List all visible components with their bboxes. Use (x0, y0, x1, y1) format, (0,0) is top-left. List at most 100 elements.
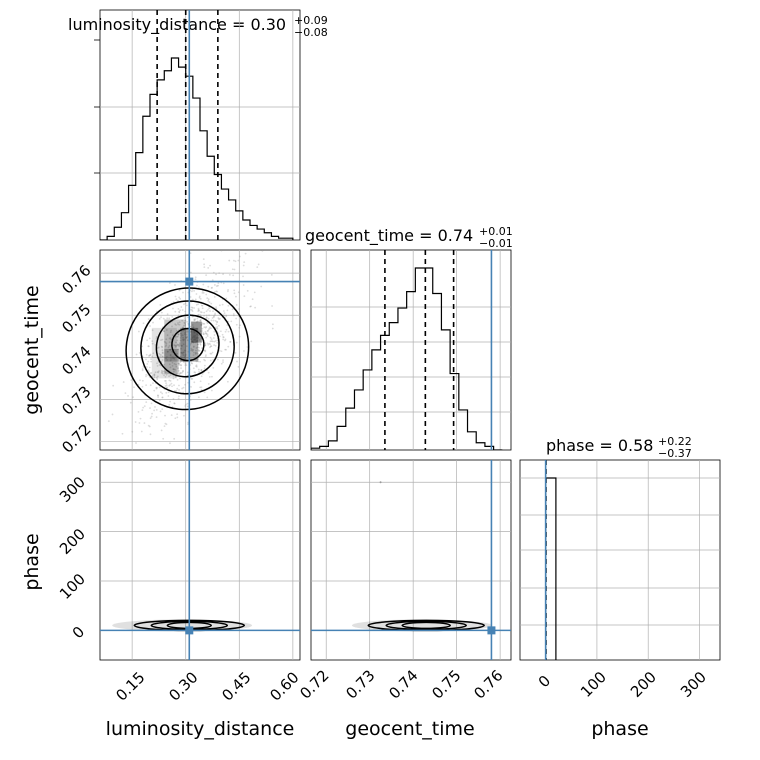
sample-point (195, 360, 198, 363)
sample-point (231, 308, 234, 311)
sample-point (147, 345, 150, 348)
sample-point (162, 355, 164, 358)
sample-point (148, 354, 151, 357)
sample-point (170, 382, 173, 385)
sample-point (211, 375, 213, 378)
sample-point (171, 315, 174, 318)
sample-point (193, 336, 196, 339)
sample-point (237, 291, 240, 294)
sample-point (198, 350, 200, 353)
sample-point (197, 310, 200, 313)
sample-point (212, 271, 215, 274)
sample-point (166, 317, 169, 320)
sample-point (195, 337, 198, 340)
sample-point (178, 395, 180, 398)
sample-point (162, 317, 165, 320)
sample-point (149, 353, 152, 356)
sample-point (211, 351, 214, 354)
sample-point (182, 338, 184, 341)
sample-point (160, 339, 162, 342)
sample-point (160, 316, 162, 319)
sample-point (208, 301, 211, 304)
sample-point (236, 360, 238, 363)
sample-point (227, 330, 230, 333)
sample-point (192, 335, 195, 338)
sample-point (187, 371, 189, 374)
sample-point (151, 340, 154, 343)
sample-point (168, 317, 171, 320)
sample-point (158, 352, 161, 355)
sample-point (186, 402, 189, 405)
sample-point (207, 285, 210, 288)
sample-point (183, 338, 186, 341)
sample-point (215, 306, 217, 309)
sample-point (197, 286, 200, 289)
sample-point (177, 348, 179, 351)
sample-point (151, 355, 154, 358)
sample-point (155, 336, 158, 338)
sample-point (177, 314, 180, 317)
sample-point (166, 387, 168, 389)
ytick-label: 0.72 (58, 420, 94, 456)
sample-point (204, 359, 206, 362)
sample-point (183, 303, 185, 306)
sample-point (179, 356, 182, 359)
sample-point (147, 345, 150, 348)
sample-point (235, 304, 238, 306)
sample-point (191, 336, 194, 339)
sample-point (141, 379, 144, 382)
sample-point (197, 353, 200, 355)
sample-point (213, 334, 216, 336)
sample-point (197, 337, 200, 339)
sample-point (208, 375, 211, 378)
sample-point (238, 308, 240, 310)
geocent_time-title-sub: −0.01 (479, 237, 513, 250)
xtick-label: 300 (677, 668, 710, 701)
sample-point (206, 297, 209, 300)
sample-point (203, 263, 206, 266)
sample-point (191, 309, 193, 311)
sample-point (164, 379, 166, 382)
sample-point (226, 380, 229, 383)
sample-point (169, 442, 171, 445)
sample-point (222, 314, 225, 317)
sample-point (161, 349, 164, 352)
sample-point (197, 303, 200, 306)
sample-point (235, 295, 237, 298)
sample-point (199, 330, 202, 333)
sample-point (209, 352, 212, 355)
sample-point (184, 331, 186, 334)
sample-point (198, 339, 201, 341)
sample-point (179, 336, 182, 339)
sample-point (145, 358, 147, 361)
sample-point (210, 327, 212, 330)
sample-point (122, 381, 125, 383)
sample-point (234, 351, 237, 354)
sample-point (159, 354, 162, 356)
sample-point (197, 343, 199, 346)
sample-point (180, 333, 182, 335)
sample-point (177, 397, 180, 400)
sample-point (184, 403, 187, 406)
sample-point (192, 341, 195, 344)
sample-point (166, 386, 168, 389)
sample-point (177, 333, 180, 336)
sample-point (185, 333, 188, 336)
sample-point (178, 289, 181, 292)
sample-point (138, 422, 141, 424)
xtick-label: 0.45 (218, 668, 254, 704)
sample-point (181, 387, 184, 390)
sample-point (232, 314, 235, 317)
sample-point (181, 326, 184, 329)
sample-point (194, 338, 197, 341)
sample-point (172, 368, 175, 371)
sample-point (160, 311, 163, 314)
sample-point (216, 326, 219, 328)
ytick-label: 200 (56, 525, 89, 558)
sample-point (173, 402, 176, 405)
sample-point (163, 374, 165, 377)
sample-point (201, 322, 204, 325)
sample-point (193, 318, 196, 321)
phase-title-sup: +0.22 (658, 435, 692, 448)
luminosity_distance-title: luminosity_distance = 0.30 (68, 15, 286, 35)
